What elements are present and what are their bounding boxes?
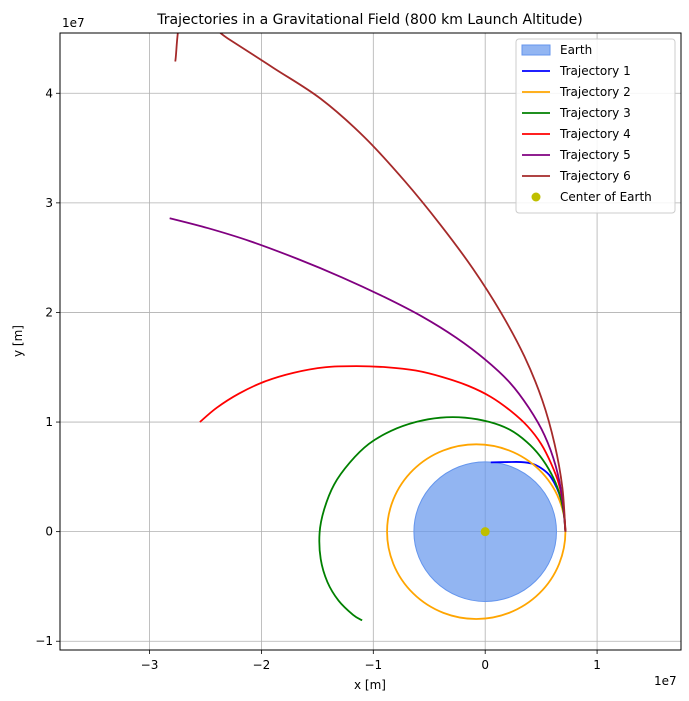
- y-axis-ticks: −1 0 1 2 3 4: [35, 86, 60, 648]
- legend-label-trajectory-2: Trajectory 2: [559, 85, 631, 99]
- legend-label-trajectory-3: Trajectory 3: [559, 106, 631, 120]
- legend-label-trajectory-1: Trajectory 1: [559, 64, 631, 78]
- center-of-earth-marker: [480, 527, 490, 537]
- trajectory-2-line: [386, 443, 567, 620]
- legend-label-center-of-earth: Center of Earth: [560, 190, 652, 204]
- legend-label-trajectory-6: Trajectory 6: [559, 169, 631, 183]
- trajectory-4-line: [199, 365, 567, 532]
- y-tick-label: −1: [35, 634, 53, 648]
- x-axis-ticks: −3 −2 −1 0 1: [141, 650, 601, 672]
- x-tick-label: −1: [364, 658, 382, 672]
- x-offset-label: 1e7: [654, 674, 677, 688]
- x-tick-label: 1: [593, 658, 601, 672]
- legend-label-trajectory-5: Trajectory 5: [559, 148, 631, 162]
- y-tick-label: 1: [45, 415, 53, 429]
- y-tick-label: 2: [45, 305, 53, 319]
- y-offset-label: 1e7: [62, 16, 85, 30]
- trajectory-6-line: [174, 33, 567, 532]
- plot-frame: [59, 32, 682, 651]
- legend-swatch-earth: [521, 44, 551, 56]
- trajectory-3-line: [318, 416, 567, 622]
- chart-title: Trajectories in a Gravitational Field (8…: [156, 12, 582, 28]
- trajectory-5-line: [169, 217, 567, 532]
- x-tick-label: 0: [481, 658, 489, 672]
- chart-marks: [169, 33, 567, 622]
- x-axis-label: x [m]: [354, 678, 386, 692]
- legend-label-earth: Earth: [560, 43, 592, 57]
- y-axis-label: y [m]: [11, 325, 25, 357]
- x-tick-label: −3: [141, 658, 159, 672]
- x-tick-label: −2: [253, 658, 271, 672]
- y-tick-label: 0: [45, 525, 53, 539]
- y-tick-label: 3: [45, 196, 53, 210]
- y-tick-label: 4: [45, 86, 53, 100]
- legend-box: [515, 38, 676, 214]
- legend-swatch-center-of-earth: [531, 192, 541, 202]
- legend-label-trajectory-4: Trajectory 4: [559, 127, 631, 141]
- legend: Earth Trajectory 1 Trajectory 2 Trajectory …: [515, 38, 676, 214]
